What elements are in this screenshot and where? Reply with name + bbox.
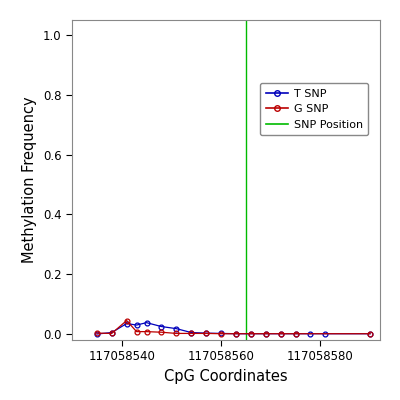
X-axis label: CpG Coordinates: CpG Coordinates — [164, 369, 288, 384]
Y-axis label: Methylation Frequency: Methylation Frequency — [22, 97, 38, 263]
Legend: T SNP, G SNP, SNP Position: T SNP, G SNP, SNP Position — [260, 83, 368, 135]
